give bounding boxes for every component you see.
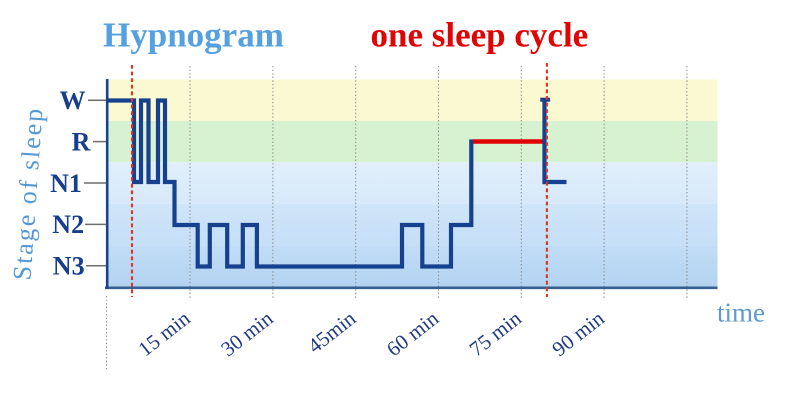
svg-text:R: R (72, 127, 91, 156)
svg-text:75 min: 75 min (465, 306, 527, 361)
svg-text:Hypnogram: Hypnogram (103, 15, 284, 54)
svg-text:N2: N2 (52, 210, 84, 239)
svg-text:60 min: 60 min (382, 306, 444, 361)
svg-text:N3: N3 (53, 252, 85, 281)
svg-text:W: W (60, 86, 86, 115)
svg-text:30 min: 30 min (216, 306, 278, 361)
svg-text:time: time (717, 298, 765, 328)
svg-text:N1: N1 (50, 169, 82, 198)
svg-text:Stage of sleep: Stage of sleep (7, 106, 48, 281)
svg-text:15 min: 15 min (133, 306, 195, 361)
svg-text:one sleep cycle: one sleep cycle (371, 15, 589, 54)
svg-text:45min: 45min (303, 306, 360, 358)
svg-text:90 min: 90 min (547, 306, 609, 361)
